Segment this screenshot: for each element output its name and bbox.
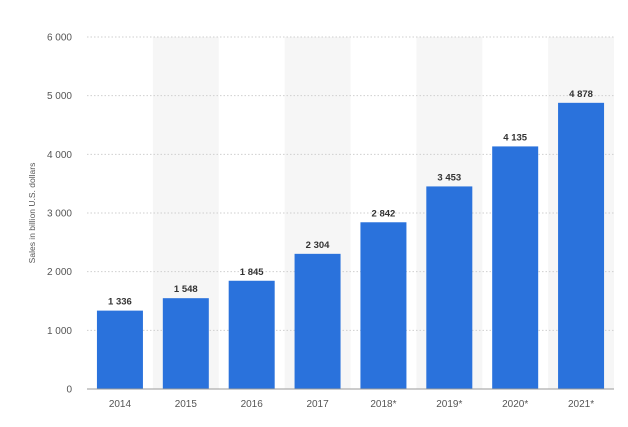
bar-value-label: 4 135 [503,132,527,143]
y-axis-ticks: 0 1 000 2 000 3 000 4 000 5 000 6 000 [47,33,72,396]
x-tick-label: 2014 [109,399,132,410]
bar[interactable] [426,186,473,389]
y-tick-label: 1 000 [47,326,72,337]
bar-value-labels: 1 336 1 548 1 845 2 304 2 842 3 453 4 135 4 878 [108,89,593,308]
x-tick-label: 2019* [436,399,462,410]
x-axis-ticks: 2014 2015 2016 2017 2018* 2019* 2020* 2021* [109,399,594,410]
y-tick-label: 6 000 [47,33,72,44]
x-tick-label: 2016 [241,399,264,410]
x-tick-label: 2020* [502,399,528,410]
y-tick-label: 0 [66,385,72,396]
bar-value-label: 3 453 [437,172,461,183]
x-tick-label: 2018* [370,399,396,410]
y-tick-label: 2 000 [47,267,72,278]
bar[interactable] [492,146,539,389]
x-tick-label: 2017 [306,399,329,410]
bar-value-label: 1 548 [174,284,198,295]
x-tick-label: 2021* [568,399,594,410]
bar[interactable] [96,310,143,389]
bar-value-label: 4 878 [569,89,593,100]
y-tick-label: 3 000 [47,209,72,220]
bar[interactable] [360,222,407,389]
bars [96,102,605,389]
bar[interactable] [228,280,275,389]
bar[interactable] [162,298,209,389]
bar-value-label: 2 842 [372,208,396,219]
y-axis-label: Sales in billion U.S. dollars [27,163,37,264]
bar-value-label: 1 336 [108,297,132,308]
y-tick-label: 5 000 [47,91,72,102]
x-tick-label: 2015 [175,399,198,410]
bar-value-label: 2 304 [306,240,330,251]
bar[interactable] [294,253,341,389]
bar-value-label: 1 845 [240,267,264,278]
y-tick-label: 4 000 [47,150,72,161]
bar[interactable] [558,102,605,389]
